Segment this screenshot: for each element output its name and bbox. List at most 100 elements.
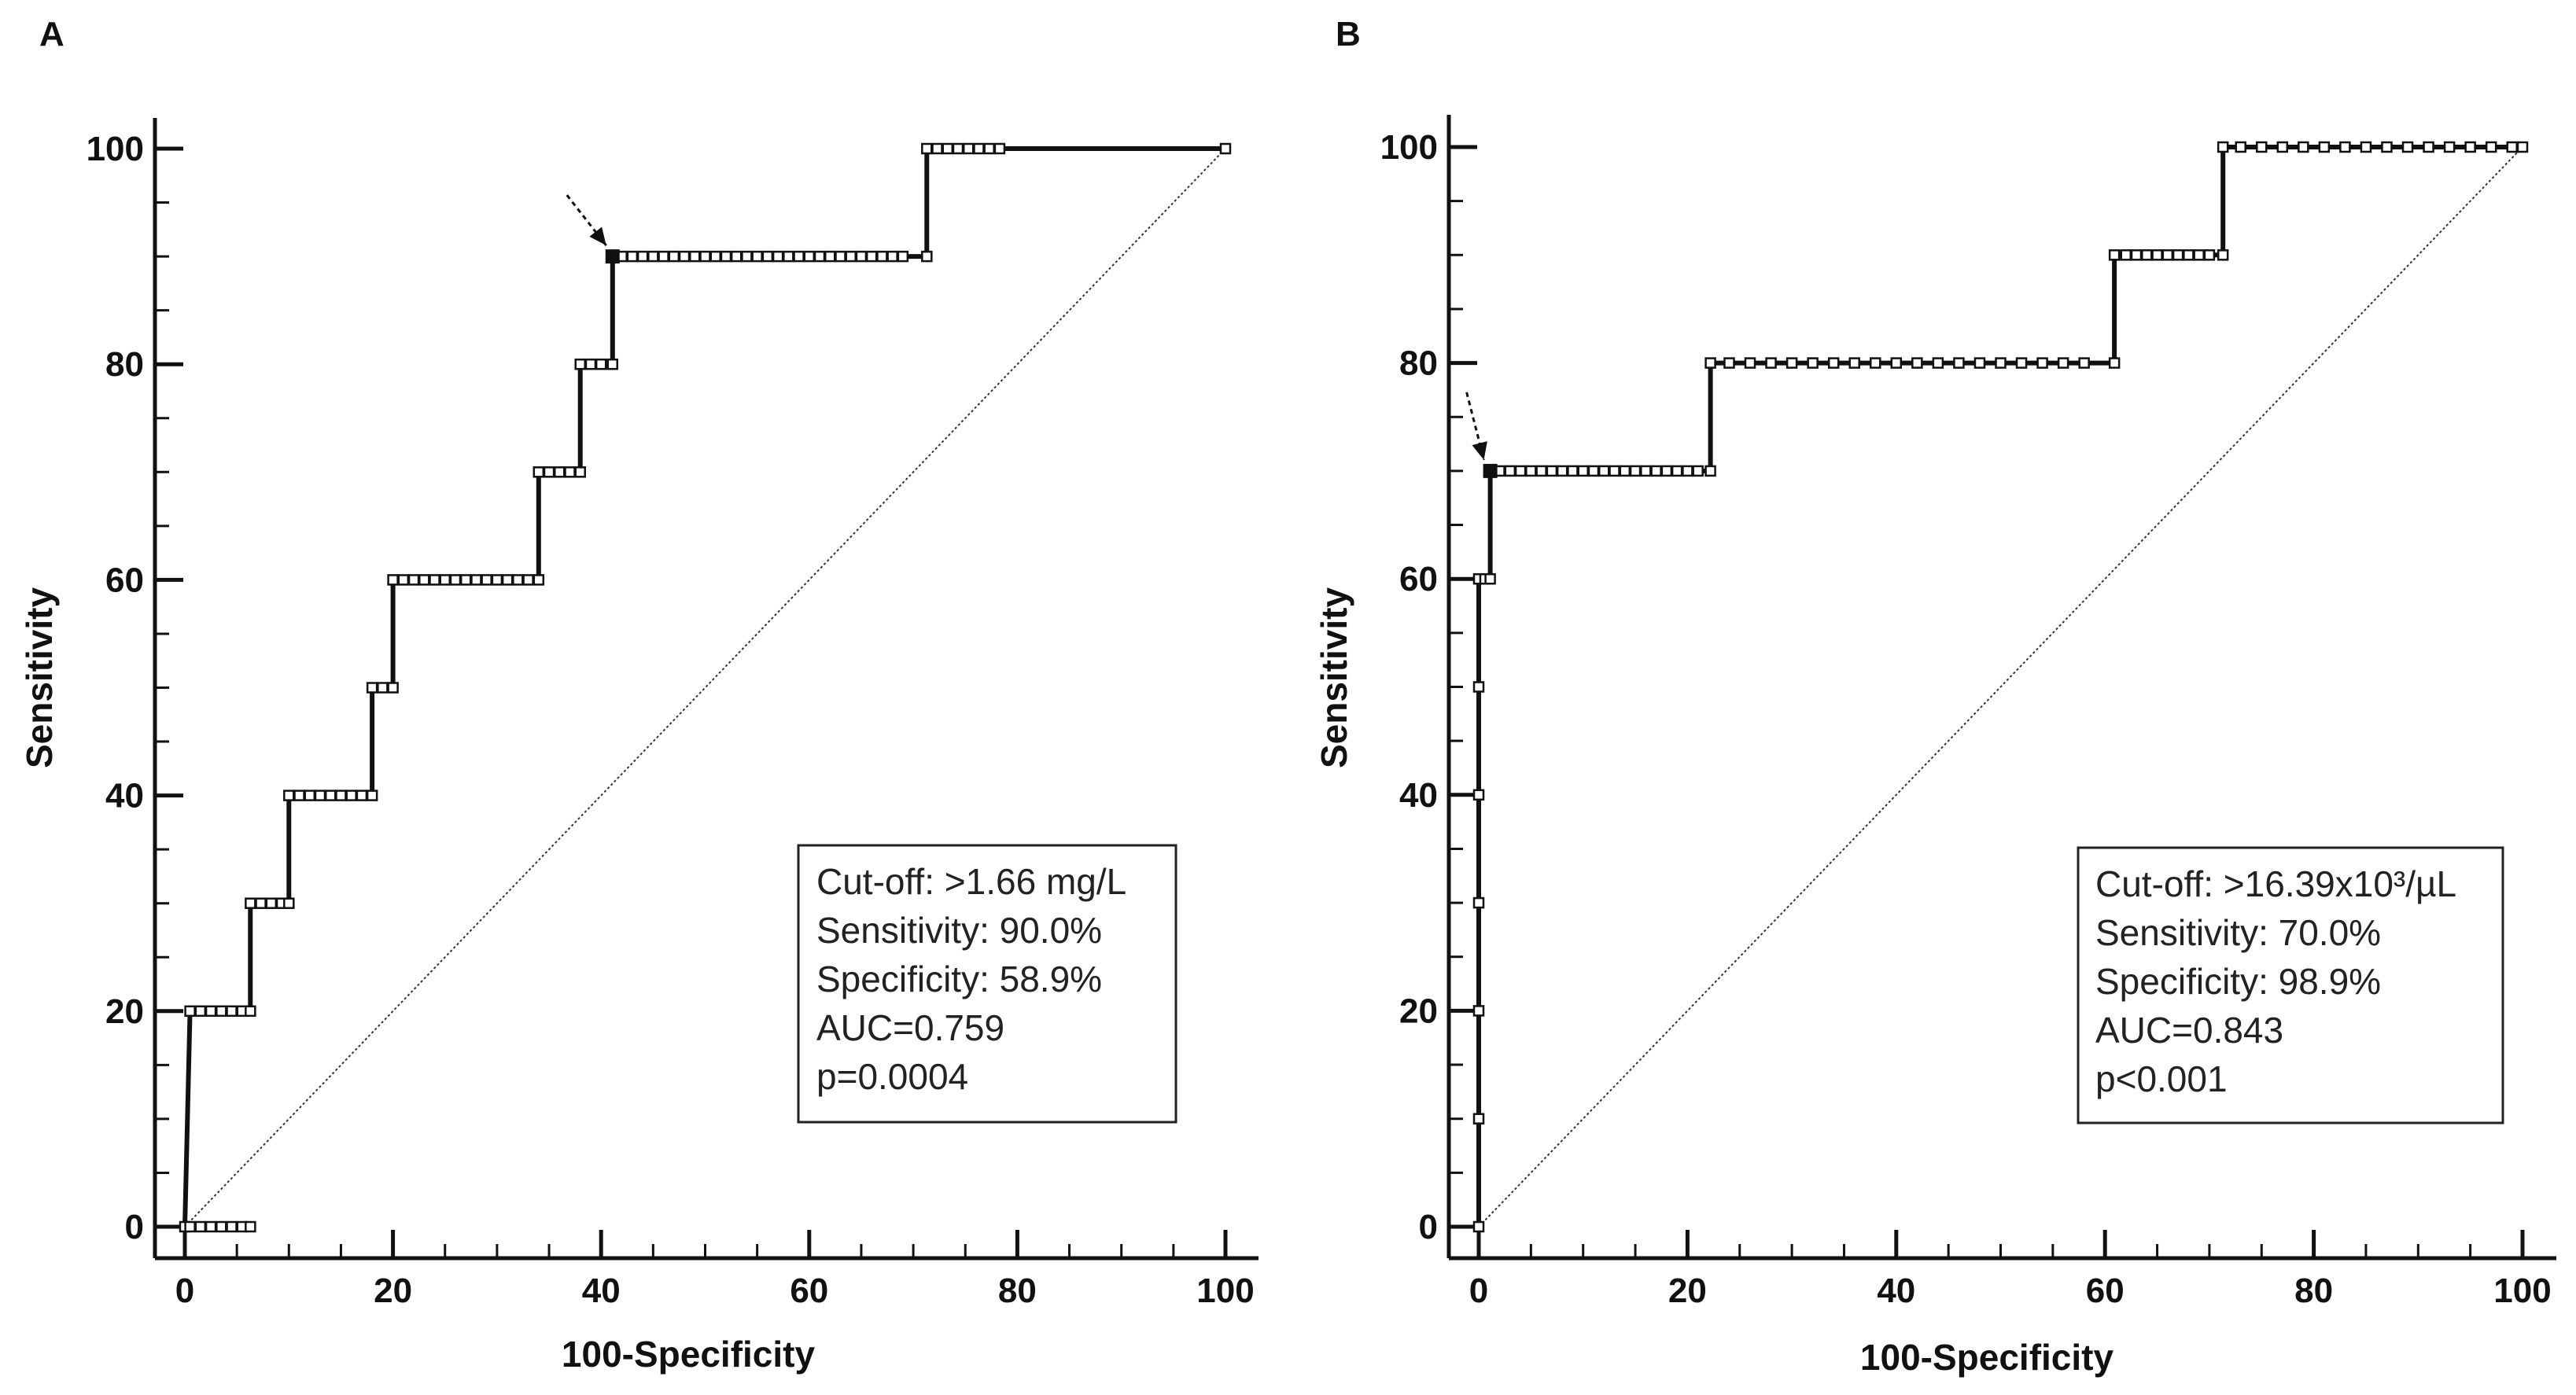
panel-a-point-marker <box>205 1220 217 1233</box>
panel-b-point-marker <box>2360 141 2372 153</box>
panel-a-point-marker <box>522 574 534 586</box>
panel-a-y-tick-label-20: 20 <box>105 992 144 1031</box>
panel-a-point-marker <box>245 1005 256 1018</box>
panel-b-x-tick-label-20: 20 <box>1668 1272 1707 1310</box>
panel-b-stat-sensitivity: Sensitivity: 70.0% <box>2095 912 2381 953</box>
panel-a-label: A <box>39 15 64 53</box>
panel-b-point-marker <box>1472 789 1485 801</box>
panel-a-point-marker <box>387 682 399 694</box>
panel-b-optimal-arrow <box>1465 392 1498 478</box>
panel-a-point-marker <box>783 250 794 263</box>
panel-a-point-marker <box>418 574 430 586</box>
panel-a-point-marker <box>921 142 933 155</box>
panel-b-point-marker <box>2485 141 2497 153</box>
panel-a-point-marker <box>554 466 566 478</box>
panel-a-point-marker <box>283 897 295 909</box>
panel-b-reference-line <box>1478 146 2523 1228</box>
panel-b-y-tick-label-80: 80 <box>1399 344 1438 383</box>
panel-b-stats-box-frame <box>2077 846 2504 1124</box>
panel-a-point-marker <box>876 250 888 263</box>
panel-b-point-marker <box>2516 141 2529 153</box>
panel-a-point-marker <box>699 250 711 263</box>
panel-a-stat-sensitivity: Sensitivity: 90.0% <box>816 910 1102 951</box>
panel-b-y-tick-label-100: 100 <box>1380 128 1438 167</box>
panel-a-point-marker <box>730 250 743 263</box>
panel-b-stat-p-value: p<0.001 <box>2095 1058 2228 1099</box>
panel-a-point-marker <box>855 250 868 263</box>
panel-b-point-marker <box>2423 141 2434 153</box>
panel-a-x-tick-label-100: 100 <box>1196 1272 1254 1310</box>
panel-b-point-marker <box>1619 465 1631 477</box>
panel-a-stat-cutoff: Cut-off: >1.66 mg/L <box>816 861 1126 902</box>
panel-a-point-marker <box>481 574 492 586</box>
panel-a-point-marker <box>533 466 545 478</box>
panel-b-point-marker <box>2141 249 2153 261</box>
panel-a-point-marker <box>993 142 1006 155</box>
panel-b-point-marker <box>2506 141 2518 153</box>
panel-b-point-marker <box>1577 465 1589 477</box>
panel-a-stat-specificity: Specificity: 58.9% <box>816 959 1102 999</box>
panel-b-y-tick-label-40: 40 <box>1399 776 1438 815</box>
panel-a-point-marker <box>678 250 691 263</box>
panel-b-point-marker <box>1723 357 1735 369</box>
panel-a-point-marker <box>647 250 659 263</box>
panel-a-optimal-arrow <box>566 194 620 264</box>
panel-b-point-marker <box>1911 357 1923 369</box>
panel-b-point-marker <box>1556 465 1568 477</box>
panel-b-y-tick-label-20: 20 <box>1399 992 1438 1030</box>
panel-b-point-marker <box>1870 357 1881 369</box>
panel-a-point-marker <box>626 250 639 263</box>
panel-a-point-marker <box>512 574 524 586</box>
panel-a-point-marker <box>865 250 878 263</box>
panel-a-point-marker <box>345 790 357 801</box>
panel-b-axes: 0 20 40 60 80 100 0 20 40 60 80 100 <box>1380 115 2556 1310</box>
panel-a-point-marker <box>931 142 943 155</box>
panel-b-point-marker <box>1514 465 1527 477</box>
panel-b-point-marker <box>1807 357 1819 369</box>
panel-b-point-marker <box>1650 465 1662 477</box>
panel-a-x-tick-label-60: 60 <box>790 1272 828 1310</box>
panel-a-point-marker <box>983 142 995 155</box>
panel-b-point-marker <box>1765 357 1777 369</box>
panel-a-point-marker <box>491 574 503 586</box>
panel-a-point-marker <box>205 1005 217 1018</box>
panel-b-arrow-head <box>1472 441 1487 460</box>
panel-b-point-marker <box>1704 357 1716 369</box>
panel-b-point-marker <box>1692 465 1704 477</box>
panel-b-point-marker <box>1472 1220 1485 1233</box>
panel-a-point-marker <box>194 1220 207 1233</box>
panel-b-point-marker <box>1629 465 1642 477</box>
panel-b-stat-cutoff: Cut-off: >16.39x10³/µL <box>2095 863 2456 904</box>
panel-b-x-tick-label-100: 100 <box>2493 1272 2551 1310</box>
panel-b-x-tick-label-60: 60 <box>2086 1272 2125 1310</box>
panel-b-point-marker <box>2108 249 2121 261</box>
panel-a-y-tick-label-60: 60 <box>105 561 144 599</box>
panel-a-point-marker <box>761 250 774 263</box>
panel-b: B 0 20 40 60 80 100 0 20 40 60 80 100 100-Specifici… <box>1314 15 2556 1378</box>
panel-a-point-marker <box>942 142 954 155</box>
panel-a-point-marker <box>606 358 619 370</box>
panel-a-x-tick-label-20: 20 <box>374 1272 412 1310</box>
panel-b-point-marker <box>1484 572 1496 585</box>
panel-b-point-marker <box>2401 141 2414 153</box>
panel-a-y-tick-label-0: 0 <box>125 1208 144 1246</box>
panel-a-point-marker <box>584 358 597 370</box>
panel-b-point-marker <box>2172 249 2184 261</box>
panel-b-point-marker <box>2276 141 2289 153</box>
panel-a-x-tick-label-40: 40 <box>582 1272 621 1310</box>
panel-a-point-marker <box>658 250 669 263</box>
panel-b-stat-auc: AUC=0.843 <box>2095 1010 2283 1051</box>
panel-b-x-tick-label-0: 0 <box>1469 1272 1488 1310</box>
panel-a-point-marker <box>366 790 378 801</box>
panel-a-x-axis-title: 100-Specificity <box>562 1334 816 1375</box>
panel-a-stats-box: Cut-off: >1.66 mg/L Sensitivity: 90.0% S… <box>797 844 1177 1124</box>
panel-a-arrow-head <box>589 226 606 246</box>
panel-a-point-marker <box>543 466 555 478</box>
panel-a-point-marker <box>397 574 410 586</box>
panel-b-point-marker <box>1704 465 1716 477</box>
panel-b-point-marker <box>1932 357 1944 369</box>
panel-b-point-marker <box>1995 357 2007 369</box>
panel-a-point-marker <box>636 250 649 263</box>
